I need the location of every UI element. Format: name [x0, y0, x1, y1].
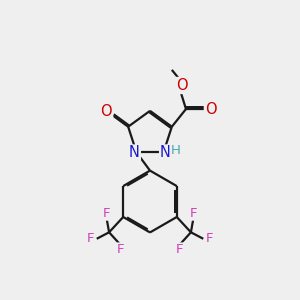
Text: F: F [116, 244, 124, 256]
Text: F: F [206, 232, 213, 245]
Text: F: F [103, 207, 110, 220]
Text: O: O [205, 101, 217, 116]
Text: H: H [171, 144, 181, 158]
Text: F: F [190, 207, 197, 220]
Text: O: O [100, 104, 112, 119]
Text: N: N [160, 146, 171, 160]
Text: F: F [87, 232, 94, 245]
Text: N: N [129, 146, 140, 160]
Text: O: O [176, 78, 188, 93]
Text: F: F [176, 244, 184, 256]
